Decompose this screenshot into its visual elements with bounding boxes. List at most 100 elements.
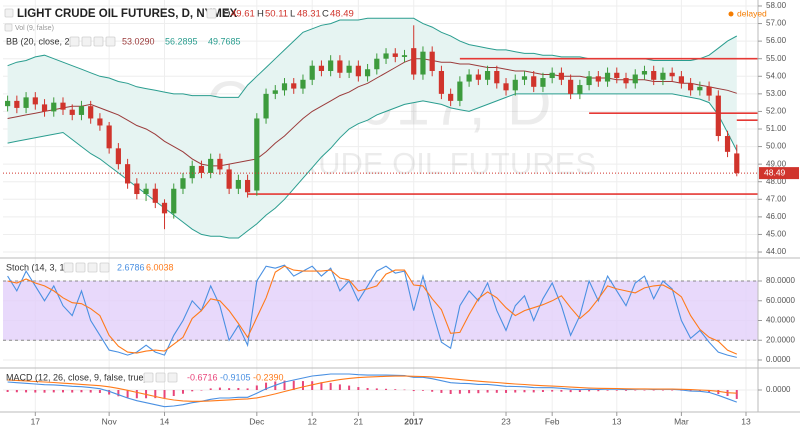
histogram-bar bbox=[403, 389, 406, 391]
candle-body bbox=[97, 118, 103, 126]
histogram-bar bbox=[246, 388, 249, 390]
candle-body bbox=[106, 125, 112, 149]
histogram-bar bbox=[735, 390, 738, 399]
indicator-icon[interactable] bbox=[75, 262, 86, 273]
candle-body bbox=[69, 109, 75, 115]
candle-body bbox=[115, 148, 121, 165]
candle-body bbox=[688, 83, 694, 91]
candle-body bbox=[595, 76, 601, 82]
indicator-icon[interactable] bbox=[87, 262, 98, 273]
histogram-bar bbox=[541, 390, 544, 392]
stoch-line bbox=[7, 265, 738, 355]
histogram-bar bbox=[634, 390, 637, 391]
histogram-bar bbox=[505, 390, 508, 393]
histogram-bar bbox=[551, 390, 554, 392]
band-fill bbox=[3, 281, 758, 341]
y-tick-label: 58.00 bbox=[766, 1, 787, 10]
candle-body bbox=[586, 76, 592, 86]
indicator-icon[interactable] bbox=[143, 372, 154, 383]
x-tick-label: 13 bbox=[741, 416, 751, 426]
candle-body bbox=[281, 83, 288, 91]
symbol-icon[interactable] bbox=[4, 8, 14, 18]
macd-value: -0.9105 bbox=[220, 372, 251, 382]
candle-body bbox=[604, 72, 611, 82]
indicator-icon[interactable] bbox=[167, 372, 178, 383]
visibility-icon[interactable] bbox=[4, 23, 13, 32]
histogram-bar bbox=[255, 385, 258, 390]
candle-body bbox=[568, 79, 574, 94]
histogram-bar bbox=[458, 390, 461, 394]
candle-body bbox=[697, 86, 703, 91]
indicator-icon[interactable] bbox=[93, 36, 104, 47]
candle-body bbox=[438, 71, 445, 94]
histogram-bar bbox=[615, 390, 618, 391]
candle-body bbox=[208, 158, 214, 173]
bollinger-line bbox=[7, 58, 737, 167]
y-tick-label: 51.00 bbox=[766, 124, 787, 133]
indicator-icon[interactable] bbox=[105, 36, 116, 47]
histogram-bar bbox=[375, 388, 378, 390]
candle-body bbox=[189, 165, 195, 179]
candle-body bbox=[291, 83, 297, 89]
histogram-bar bbox=[643, 390, 646, 391]
y-tick-label: 40.0000 bbox=[766, 316, 795, 325]
candle-body bbox=[300, 79, 306, 89]
candle-body bbox=[5, 100, 11, 107]
candle-body bbox=[180, 178, 186, 189]
ohlc-letter: O bbox=[223, 9, 230, 20]
candle-body bbox=[411, 48, 417, 75]
indicator-icon[interactable] bbox=[63, 262, 74, 273]
candle-body bbox=[328, 60, 334, 72]
y-tick-label: 0.0000 bbox=[766, 385, 791, 394]
candle-body bbox=[475, 74, 481, 80]
macd-value: -0.6716 bbox=[187, 372, 218, 382]
settings-icon[interactable] bbox=[206, 8, 217, 19]
y-tick-label: 50.00 bbox=[766, 142, 787, 151]
histogram-bar bbox=[412, 390, 415, 392]
x-tick-label: 13 bbox=[612, 416, 622, 426]
histogram-bar bbox=[117, 390, 120, 397]
y-tick-label: 53.00 bbox=[766, 89, 787, 98]
candle-body bbox=[171, 188, 177, 214]
macd-label: MACD (12, 26, close, 9, false, true) bbox=[6, 372, 147, 382]
stoch-value: 6.0038 bbox=[146, 262, 174, 272]
x-tick-label: Dec bbox=[249, 416, 265, 426]
histogram-bar bbox=[283, 380, 286, 390]
x-tick-label: 2017 bbox=[404, 416, 423, 426]
candle-body bbox=[623, 78, 629, 84]
histogram-bar bbox=[89, 390, 92, 393]
candle-body bbox=[540, 78, 546, 87]
histogram-bar bbox=[449, 390, 452, 394]
indicator-icon[interactable] bbox=[155, 372, 166, 383]
ohlc-value: 50.11 bbox=[265, 9, 288, 20]
histogram-bar bbox=[560, 390, 563, 392]
histogram-bar bbox=[578, 390, 581, 392]
candle-body bbox=[660, 72, 666, 80]
candle-body bbox=[346, 65, 352, 73]
candle-body bbox=[503, 83, 509, 91]
axis-background bbox=[758, 0, 800, 429]
histogram-bar bbox=[320, 382, 323, 390]
histogram-bar bbox=[43, 390, 46, 393]
indicator-icon[interactable] bbox=[69, 36, 80, 47]
candle-body bbox=[78, 106, 85, 115]
candle-body bbox=[374, 58, 380, 70]
last-price-badge bbox=[759, 167, 799, 180]
bb-value: 56.2895 bbox=[165, 36, 198, 46]
y-tick-label: 46.00 bbox=[766, 212, 787, 221]
ohlc-letter: H bbox=[257, 9, 264, 20]
y-tick-label: 44.00 bbox=[766, 247, 787, 256]
histogram-bar bbox=[98, 390, 101, 393]
candle-body bbox=[484, 71, 491, 80]
histogram-bar bbox=[625, 390, 628, 391]
y-tick-label: 52.00 bbox=[766, 107, 787, 116]
candle-body bbox=[235, 179, 241, 189]
indicator-icon[interactable] bbox=[81, 36, 92, 47]
candle-body bbox=[364, 69, 371, 77]
candle-body bbox=[531, 76, 537, 87]
histogram-bar bbox=[25, 390, 28, 393]
candle-body bbox=[161, 202, 168, 214]
candle-body bbox=[558, 72, 565, 80]
indicator-icon[interactable] bbox=[99, 262, 110, 273]
candle-body bbox=[355, 65, 361, 77]
